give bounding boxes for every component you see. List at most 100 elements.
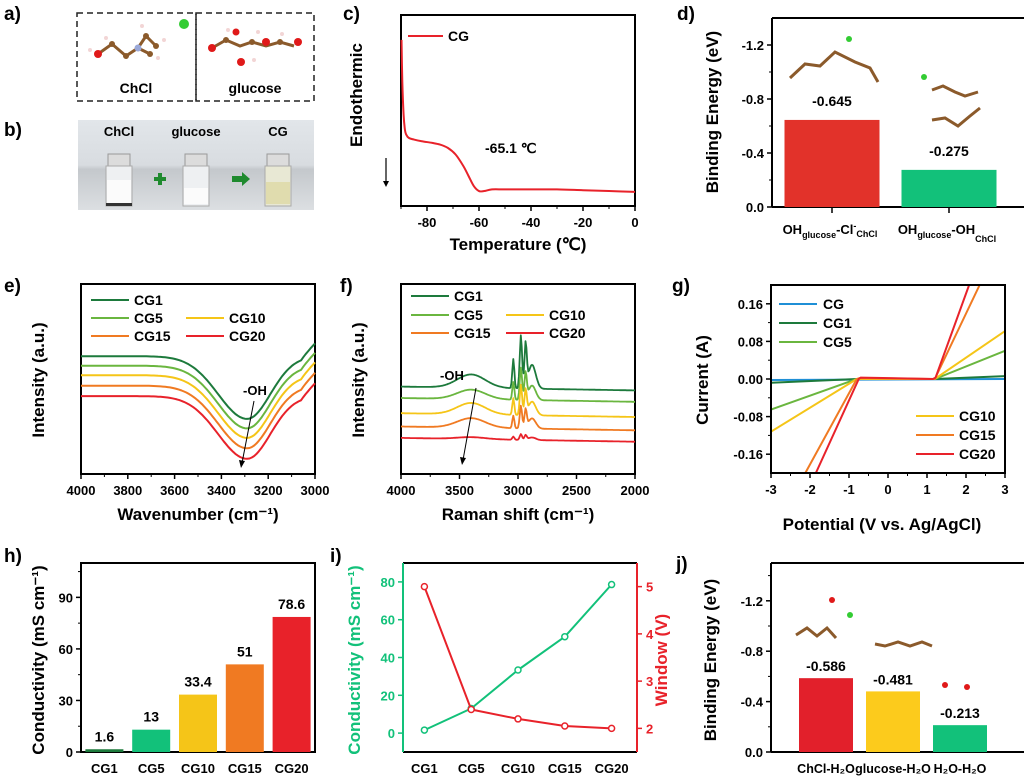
- y-axis-label: Intensity (a.u.): [349, 322, 368, 437]
- tg-annotation: -65.1 ℃: [485, 140, 537, 156]
- y-tick-label: 40: [381, 651, 395, 666]
- vial-glucose: [182, 153, 210, 207]
- y-tick-label: 60: [381, 613, 395, 628]
- y-right-tick-label: 2: [646, 721, 653, 736]
- bar-value-label: -0.645: [812, 93, 852, 109]
- vial-label-glucose: glucose: [171, 124, 220, 139]
- chcl-molecule-icon: [88, 24, 166, 60]
- endo-arrow-icon: [383, 181, 389, 187]
- bar-value-label: 1.6: [95, 728, 115, 744]
- x-tick-label: 3000: [301, 483, 330, 498]
- x-tick-label: -2: [804, 482, 816, 497]
- y-tick-label: -0.4: [741, 695, 764, 710]
- y-tick-label: -1.2: [742, 38, 764, 53]
- bar-cg5: [132, 729, 171, 752]
- x-tick-label: ChCl-H₂O: [797, 762, 855, 776]
- y-tick-label: -0.16: [733, 447, 763, 462]
- x-axis-label: Raman shift (cm⁻¹): [442, 505, 595, 524]
- molecule-icon: [874, 640, 933, 648]
- y-tick-label: -0.8: [742, 92, 764, 107]
- ftir-curve-cg1: [81, 342, 316, 420]
- y-axis-label-left: Conductivity (mS cm⁻¹): [345, 565, 364, 754]
- y-tick-label: 0.16: [738, 297, 763, 312]
- y-right-tick-label: 5: [646, 580, 653, 595]
- x-tick-label: CG15: [228, 761, 262, 776]
- y-tick-label: -0.08: [733, 410, 763, 425]
- x-tick-label: 3200: [254, 483, 283, 498]
- oh-annotation: -OH: [440, 368, 464, 383]
- panel-a-molecules: ChCl glucose: [76, 12, 315, 102]
- y-tick-label: 0.08: [738, 334, 763, 349]
- legend-label-cg15: CG15: [454, 325, 491, 341]
- chart-e-ftir: 4000 3800 3600 3400 3200 3000 CG1 CG5 CG10 CG15 CG…: [29, 283, 330, 524]
- line-window: [423, 586, 612, 730]
- plot-area: [771, 285, 1005, 473]
- y-axis-label: Binding Energy (eV): [701, 579, 720, 741]
- lsv-curve-cg20: [814, 285, 971, 473]
- dsc-curve-cg: [400, 39, 636, 193]
- y-tick-label: 0.00: [738, 372, 763, 387]
- point-window: [514, 715, 522, 723]
- glucose-molecule-icon: [208, 28, 302, 66]
- legend-label-cg10: CG10: [549, 307, 586, 323]
- point-conductivity: [561, 632, 569, 641]
- oh-annotation: -OH: [243, 383, 267, 398]
- molecule-icon: [795, 625, 838, 640]
- x-tick-label: CG15: [548, 761, 582, 776]
- chart-g-lsv: -3 -2 -1 0 1 2 3 -0.16 -0.08 0.00 0.08 0.16 CG CG1 CG5…: [693, 284, 1009, 534]
- bar-3: [933, 725, 987, 752]
- legend-label-cg5: CG5: [454, 307, 483, 323]
- point-window: [467, 705, 475, 714]
- y-tick-label: 0.0: [745, 745, 763, 760]
- legend-label-cg: CG: [823, 296, 844, 312]
- legend-label-cg15: CG15: [959, 427, 996, 443]
- x-tick-label: -20: [574, 215, 593, 230]
- y-tick-label: 0: [66, 745, 73, 760]
- y-tick-label: 60: [59, 642, 73, 657]
- point-window: [561, 722, 569, 730]
- bar-1: [784, 119, 880, 207]
- water-molecule-icon: [829, 597, 835, 603]
- panel-label-h: h): [4, 546, 22, 567]
- molecule-icon: [931, 84, 979, 98]
- y-axis-label-endothermic: Endothermic: [347, 43, 366, 147]
- glucose-box: [195, 12, 315, 102]
- raman-curve-cg15: [401, 404, 635, 432]
- point-conductivity: [514, 666, 522, 674]
- y-right-tick-label: 3: [646, 674, 653, 689]
- x-tick-label: -40: [522, 215, 541, 230]
- bar-value-label: 51: [237, 643, 253, 659]
- oh-arrow-shaft: [462, 387, 477, 461]
- bar-2: [901, 169, 997, 207]
- x-tick-label: CG20: [275, 761, 309, 776]
- bar-2: [866, 691, 920, 752]
- raman-curve-cg10: [401, 383, 635, 418]
- x-tick-label: CG10: [181, 761, 215, 776]
- oh-arrow-icon: [239, 460, 245, 468]
- x-axis-label: Wavenumber (cm⁻¹): [117, 505, 278, 524]
- ftir-curve-cg15: [81, 372, 316, 450]
- point-conductivity: [607, 580, 616, 589]
- chart-h-conductivity: 0 30 60 90 1.6 CG1 13 CG5 33.4 CG10 51 CG15 78.6 CG20…: [29, 562, 316, 776]
- x-tick-label: 1: [923, 482, 930, 497]
- vial-label-chcl: ChCl: [104, 124, 134, 139]
- panel-label-j: j): [676, 554, 688, 575]
- bar-cg20: [272, 616, 311, 752]
- panel-label-a: a): [4, 4, 21, 25]
- plot-frame: [400, 14, 636, 207]
- bar-value-label: 13: [143, 709, 159, 725]
- water-molecule-icon: [964, 684, 970, 690]
- y-tick-label: 90: [59, 590, 73, 605]
- y-tick-label: -1.2: [741, 594, 763, 609]
- panel-label-b: b): [4, 120, 22, 141]
- panel-label-g: g): [672, 276, 690, 297]
- bar-1: [799, 678, 853, 752]
- x-tick-label: OHglucose-Cl-ChCl: [783, 221, 878, 240]
- y-axis-label: Intensity (a.u.): [29, 322, 48, 437]
- x-tick-label: OHglucose-OHChCl: [898, 222, 996, 244]
- y-axis-label: Conductivity (mS cm⁻¹): [29, 565, 48, 754]
- legend-label-cg5: CG5: [134, 310, 163, 326]
- x-tick-label: CG5: [458, 761, 485, 776]
- ftir-curve-cg5: [81, 352, 316, 430]
- ftir-curve-cg20: [81, 382, 316, 460]
